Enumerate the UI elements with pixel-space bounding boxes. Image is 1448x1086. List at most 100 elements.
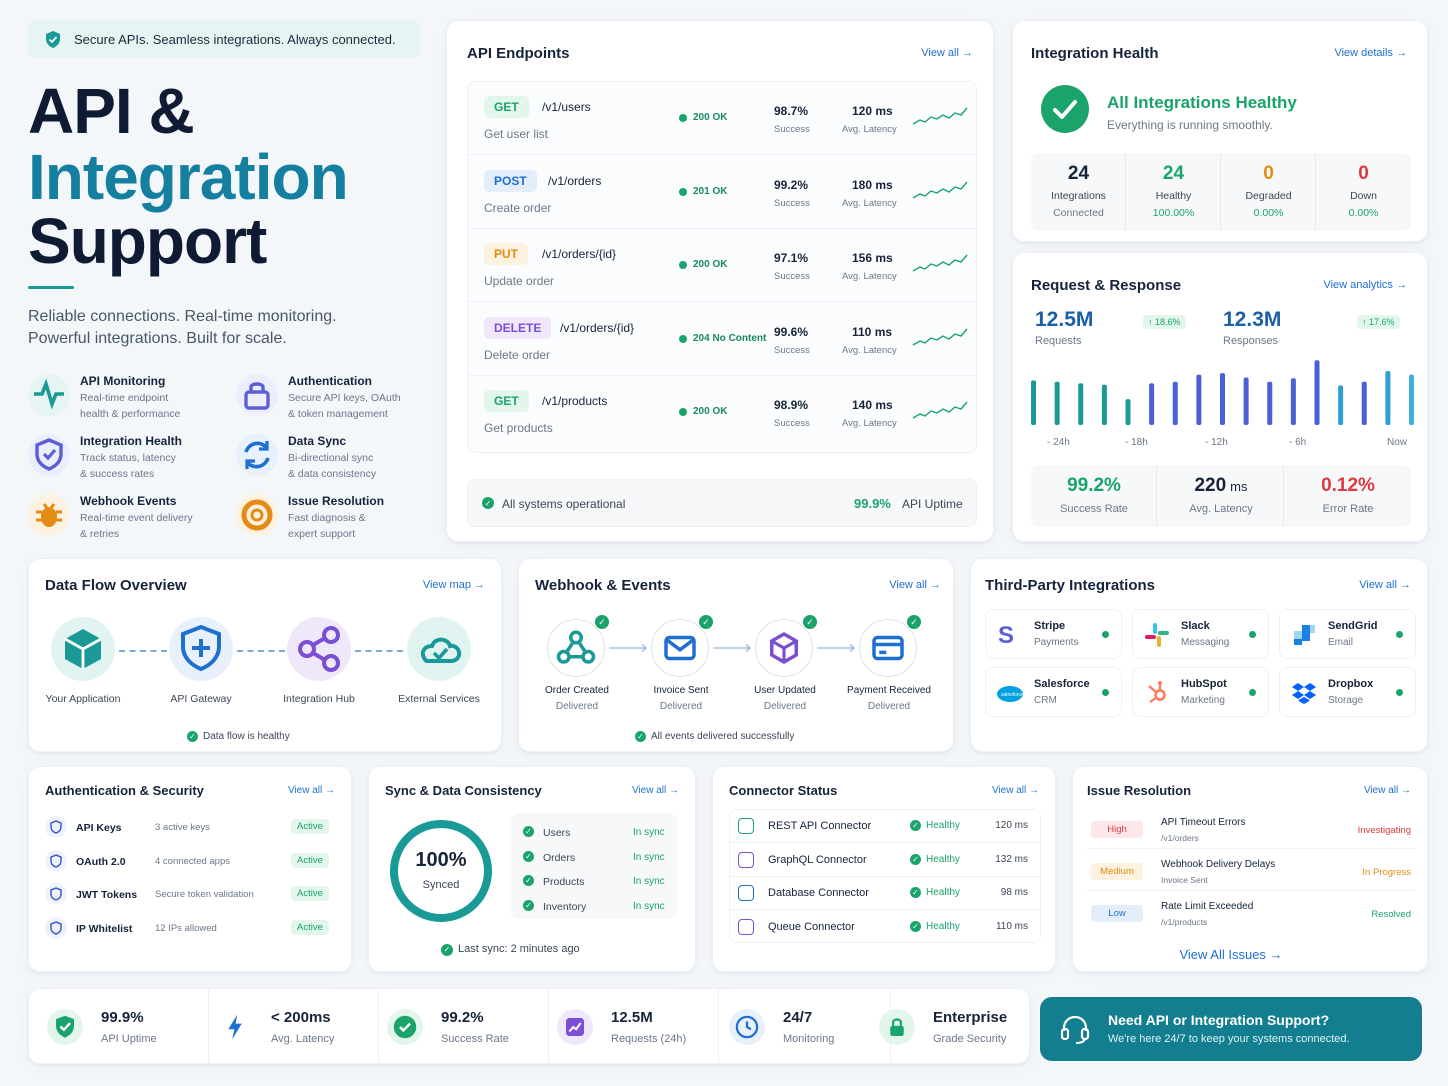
integration-tile[interactable]: salesforce Salesforce CRM: [985, 667, 1122, 717]
view-all-link[interactable]: View all →: [1363, 785, 1411, 796]
view-all-link[interactable]: View all →: [287, 785, 335, 796]
health-stat-label: Degraded: [1245, 190, 1292, 202]
check-icon: ✓: [482, 497, 494, 509]
hero-subtitle-2: Powerful integrations. Built for scale.: [28, 330, 287, 347]
endpoint-row[interactable]: GET/v1/users Get user list 200 OK 98.7% Succ…: [468, 82, 976, 155]
view-all-link[interactable]: View all →: [631, 785, 679, 796]
latency-label: Avg. Latency: [842, 124, 897, 135]
endpoint-row[interactable]: DELETE/v1/orders/{id} Delete order 204 No …: [468, 303, 976, 376]
chart-bar: [1385, 371, 1391, 425]
method-badge: GET: [484, 96, 529, 118]
connector-row[interactable]: REST API Connector ✓ Healthy 120 ms: [730, 810, 1040, 843]
chart-bar: [1409, 374, 1414, 425]
card-title: Request & Response: [1031, 277, 1182, 294]
x-tick-label: - 6h: [1289, 437, 1306, 448]
flow-node[interactable]: External Services: [397, 617, 481, 717]
stripe-logo: S: [994, 619, 1026, 651]
x-tick-label: Now: [1387, 437, 1408, 448]
integration-tile[interactable]: Dropbox Storage: [1279, 667, 1416, 717]
webhook-event[interactable]: ✓ Order Created Delivered: [545, 615, 609, 719]
status-dot: [679, 408, 687, 416]
lock-icon: [236, 374, 278, 416]
connector-row[interactable]: Database Connector ✓ Healthy 98 ms: [730, 877, 1040, 910]
latency-label: Avg. Latency: [842, 197, 897, 209]
connector-name: GraphQL Connector: [768, 853, 867, 866]
chart-bar: [1149, 383, 1155, 425]
integration-tile[interactable]: Slack Messaging: [1132, 609, 1269, 659]
auth-security-card: Authentication & Security View all → API…: [28, 766, 352, 972]
card-title: Connector Status: [729, 783, 838, 798]
flow-node-label: Your Application: [45, 693, 121, 705]
feature-api-monitoring: API Monitoring Real-time endpoint health &…: [28, 370, 228, 426]
integration-tile[interactable]: S Stripe Payments: [985, 609, 1122, 659]
auth-desc: 4 connected apps: [155, 855, 231, 867]
check-icon: ✓: [910, 887, 921, 898]
endpoint-row[interactable]: POST/v1/orders Create order 201 OK 99.2% Suc…: [468, 156, 976, 229]
endpoint-row[interactable]: GET/v1/products Get products 200 OK 98.9% Su…: [468, 376, 976, 449]
auth-row[interactable]: JWT Tokens Secure token validation Active: [45, 880, 337, 910]
view-map-link[interactable]: View map →: [422, 579, 485, 591]
integration-tile[interactable]: SendGrid Email: [1279, 609, 1416, 659]
webhook-event[interactable]: ✓ Invoice Sent Delivered: [651, 615, 713, 719]
auth-status-badge: Active: [291, 819, 329, 834]
webhook-event[interactable]: ✓ Payment Received Delivered: [847, 615, 931, 719]
feature-authentication: Authentication Secure API keys, OAuth & to…: [236, 370, 436, 426]
status-dot: [679, 187, 687, 196]
dataflow-footer: ✓ Data flow is healthy: [187, 731, 290, 742]
issue-row[interactable]: Medium Webhook Delivery Delays Invoice Sen…: [1087, 851, 1415, 891]
shield-check-icon: [46, 31, 60, 48]
flow-node[interactable]: API Gateway: [159, 617, 243, 717]
health-stat-sub: 0.00%: [1253, 207, 1284, 219]
flow-node[interactable]: Integration Hub: [277, 617, 361, 717]
issue-sub: Invoice Sent: [1161, 875, 1208, 885]
hero-subtitle-1: Reliable connections. Real-time monitori…: [28, 308, 337, 325]
issue-row[interactable]: Low Rate Limit Exceeded/v1/products Resolv…: [1087, 893, 1415, 933]
auth-row[interactable]: IP Whitelist 12 IPs allowed Active: [45, 914, 337, 944]
webhook-event[interactable]: ✓ User Updated Delivered: [754, 615, 817, 719]
view-analytics-link[interactable]: View analytics →: [1323, 279, 1407, 291]
connected-dot: [1102, 631, 1109, 638]
connector-row[interactable]: GraphQL Connector ✓ Healthy 132 ms: [730, 844, 1040, 877]
oauth-icon: [45, 849, 67, 872]
issue-severity-badge: Low: [1091, 905, 1143, 922]
connector-row[interactable]: Queue Connector ✓ Healthy 110 ms: [730, 911, 1040, 944]
feature-issue-resolution: Issue Resolution Fast diagnosis & expert s…: [236, 490, 436, 546]
view-all-link[interactable]: View all →: [1359, 579, 1411, 591]
reqres-stat: 220 ms Avg. Latency: [1158, 465, 1284, 527]
systems-status-bar: ✓ All systems operational 99.9% API Upti…: [467, 479, 977, 527]
delivered-check-icon: ✓: [803, 615, 817, 629]
check-icon: ✓: [523, 850, 534, 862]
feature-title: Issue Resolution: [288, 494, 385, 508]
view-all-link[interactable]: View all →: [991, 785, 1039, 796]
auth-row[interactable]: OAuth 2.0 4 connected apps Active: [45, 847, 337, 877]
status-dot: [679, 114, 687, 122]
issue-row[interactable]: High API Timeout Errors/v1/orders Investig…: [1087, 809, 1415, 849]
event-name: Payment Received: [847, 685, 931, 696]
feature-desc: expert support: [288, 528, 356, 540]
support-cta[interactable]: Need API or Integration Support? We're h…: [1040, 997, 1422, 1061]
sync-item-name: Inventory: [543, 900, 587, 913]
view-details-link[interactable]: View details →: [1334, 47, 1407, 59]
view-all-link[interactable]: View all →: [921, 47, 973, 59]
success-value: 98.7%: [774, 104, 809, 118]
integration-tile[interactable]: HubSpot Marketing: [1132, 667, 1269, 717]
webhook-footer: ✓ All events delivered successfully: [635, 731, 794, 742]
summary-stat-value: 24/7: [783, 1009, 813, 1026]
reqres-stat-value: 0.12%: [1285, 475, 1411, 497]
summary-stat: 99.2% Success Rate: [383, 989, 549, 1065]
auth-row[interactable]: API Keys 3 active keys Active: [45, 813, 337, 843]
summary-stat-value: 99.2%: [441, 1009, 484, 1026]
status-code: 200 OK: [693, 259, 728, 270]
feature-desc: Real-time endpoint: [80, 392, 169, 404]
queue-icon: [738, 918, 754, 935]
event-status: Delivered: [867, 701, 911, 712]
status-code: 204 No Content: [693, 332, 767, 344]
auth-name: IP Whitelist: [76, 922, 133, 935]
chart-bar: [1172, 381, 1178, 425]
view-all-issues-link[interactable]: View All Issues →: [1179, 947, 1283, 962]
view-all-link[interactable]: View all →: [889, 579, 941, 591]
endpoint-row[interactable]: PUT/v1/orders/{id} Update order 200 OK 97.1…: [468, 229, 976, 302]
flow-node[interactable]: Your Application: [41, 617, 125, 717]
delivered-check-icon: ✓: [907, 615, 921, 629]
event-status: Delivered: [555, 701, 599, 712]
